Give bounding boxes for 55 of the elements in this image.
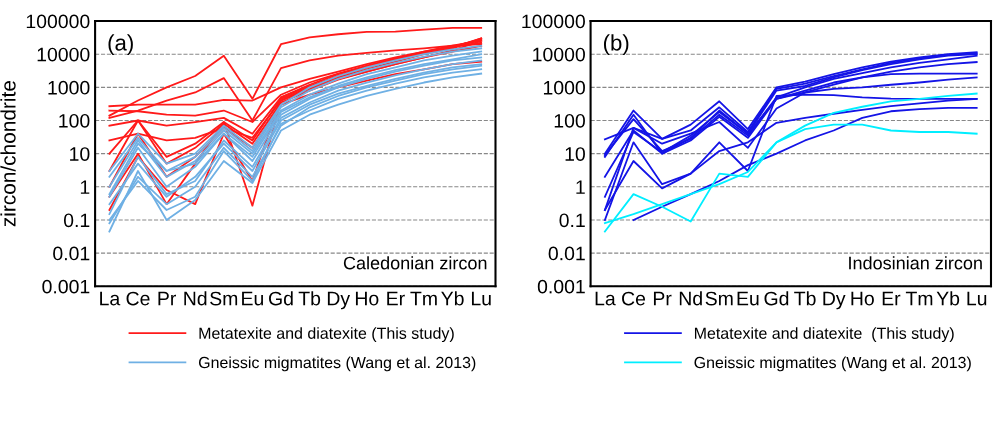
x-tick-label: Er: [387, 291, 405, 306]
y-tick-label: 10000: [37, 47, 90, 62]
y-tick-label: 0.001: [537, 279, 585, 294]
y-tick-label: 1000: [48, 80, 90, 95]
y-tick-label: 0.01: [548, 246, 585, 261]
y-tick-label: 1: [80, 180, 90, 194]
y-tick-label: 0.1: [63, 213, 90, 228]
legend-label: Metatexite and diatexite (This study): [199, 327, 454, 343]
x-tick-label: Er: [882, 291, 901, 306]
y-axis-title: zircon/chondrite: [0, 81, 16, 227]
x-tick-label: Dy: [327, 291, 351, 310]
x-tick-label: Pr: [653, 291, 672, 306]
x-tick-label: Tb: [794, 291, 816, 306]
annotation: (a): [108, 34, 133, 56]
y-tick-label: 0.01: [53, 246, 90, 261]
x-tick-label: Pr: [158, 291, 176, 306]
y-tick-label: 10: [565, 147, 585, 161]
y-tick-label: 10: [70, 147, 90, 161]
x-tick-label: Dy: [823, 291, 846, 310]
x-tick-label: Sm: [210, 291, 238, 306]
x-tick-label: Lu: [471, 291, 491, 306]
x-tick-label: Gd: [764, 291, 789, 306]
x-tick-label: Eu: [242, 291, 263, 306]
y-tick-label: 100000: [522, 14, 585, 29]
y-tick-label: 100: [59, 113, 90, 128]
x-tick-label: Nd: [184, 291, 207, 306]
x-tick-label: Tm: [905, 291, 933, 306]
x-tick-label: La: [595, 291, 616, 306]
y-tick-label: 100000: [26, 14, 90, 29]
y-tick-label: 10000: [533, 47, 585, 62]
x-tick-label: Lu: [967, 291, 987, 306]
x-tick-label: Tb: [298, 291, 321, 306]
x-tick-label: Nd: [679, 291, 702, 306]
legend-label: Metatexite and diatexite (This study): [694, 327, 954, 343]
x-tick-label: Eu: [737, 291, 759, 306]
y-tick-label: 0.1: [559, 213, 585, 228]
x-tick-label: Ce: [622, 291, 646, 306]
x-tick-label: Tm: [410, 291, 437, 306]
y-tick-label: 1: [576, 180, 585, 194]
annotation: (b): [603, 34, 629, 56]
x-tick-label: Ho: [851, 291, 874, 306]
annotation: Caledonian zircon: [343, 256, 487, 270]
x-tick-label: Ce: [126, 291, 150, 306]
legend-label: Gneissic migmatites (Wang et al. 2013): [198, 356, 476, 372]
x-tick-label: Ho: [355, 291, 379, 306]
x-tick-label: Yb: [441, 291, 464, 306]
annotation: Indosinian zircon: [849, 256, 982, 270]
y-tick-label: 100: [554, 113, 585, 128]
legend-label: Gneissic migmatites (Wang et al. 2013): [694, 356, 971, 372]
y-tick-label: 0.001: [42, 279, 90, 294]
x-tick-label: La: [100, 291, 121, 306]
x-tick-label: Gd: [269, 291, 293, 306]
y-tick-label: 1000: [543, 80, 585, 95]
x-tick-label: Sm: [705, 291, 733, 306]
x-tick-label: Yb: [936, 291, 960, 306]
